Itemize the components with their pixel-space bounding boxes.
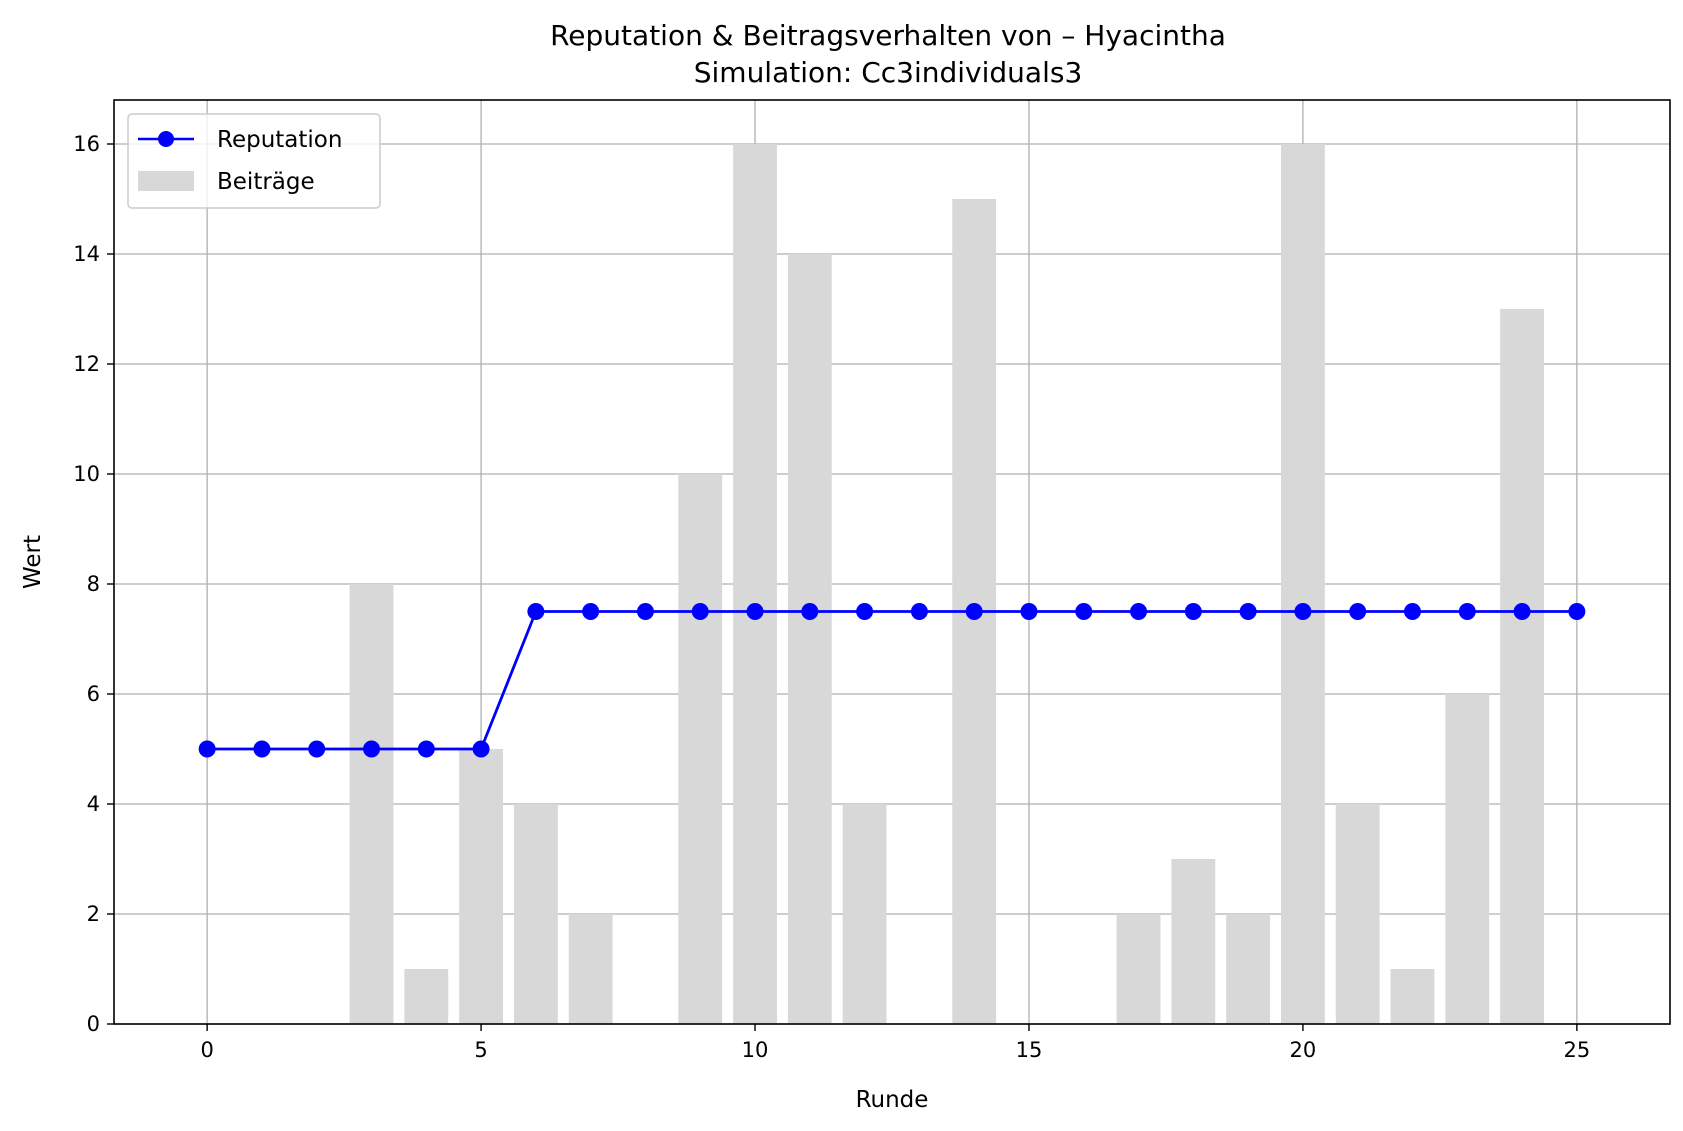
- bar-beitraege: [349, 584, 394, 1024]
- bar-beitraege: [404, 969, 449, 1024]
- bar-beitraege: [568, 914, 613, 1024]
- x-axis-ticks: 0 5 10 15 20 25: [200, 1024, 1590, 1062]
- plot-frame: [113, 99, 1671, 1025]
- chart-title-line: Reputation & Beitragsverhalten von – Hya…: [550, 19, 1226, 52]
- bar-beitraege: [842, 804, 887, 1024]
- reputation-point: [253, 740, 271, 758]
- bar-beitraege: [787, 254, 832, 1024]
- gridlines: [114, 100, 1670, 1025]
- x-tick-label: 5: [474, 1038, 487, 1062]
- x-tick-label: 25: [1563, 1038, 1590, 1062]
- reputation-point: [856, 603, 874, 620]
- reputation-point: [1568, 603, 1586, 620]
- bar-beitraege: [1335, 804, 1380, 1024]
- line-reputation: [198, 603, 1586, 758]
- reputation-line: [207, 610, 1577, 751]
- reputation-point: [1513, 603, 1531, 620]
- bar-beitraege: [459, 749, 503, 1024]
- reputation-point: [527, 603, 545, 620]
- y-tick-label: 6: [87, 682, 100, 706]
- chart-subtitle-line: Simulation: Cc3individuals3: [694, 56, 1083, 89]
- reputation-point: [1294, 603, 1312, 620]
- reputation-point: [746, 603, 764, 620]
- reputation-point: [472, 740, 490, 758]
- y-tick-label: 14: [73, 242, 100, 266]
- y-axis-ticks: 0 2 4 6 8 10 12 14 16: [73, 132, 114, 1036]
- reputation-point: [910, 603, 928, 620]
- y-tick-label: 16: [73, 132, 100, 156]
- y-tick-label: 10: [73, 462, 100, 486]
- bar-beitraege: [1500, 309, 1544, 1024]
- bars-beitraege: [349, 144, 1544, 1024]
- reputation-point: [636, 603, 654, 620]
- reputation-point: [1239, 603, 1257, 620]
- x-tick-label: 20: [1290, 1038, 1317, 1062]
- legend: Reputation Beiträge: [127, 113, 381, 209]
- bar-beitraege: [1171, 859, 1216, 1024]
- reputation-point: [1458, 603, 1476, 620]
- y-axis-label: Wert: [20, 535, 46, 589]
- reputation-point: [1020, 603, 1038, 620]
- reputation-point: [417, 740, 435, 758]
- x-axis-label: Runde: [856, 1087, 929, 1113]
- bar-beitraege: [678, 474, 723, 1024]
- chart-title: Reputation & Beitragsverhalten von – Hya…: [550, 19, 1226, 89]
- reputation-point: [582, 603, 600, 620]
- y-tick-label: 12: [73, 352, 100, 376]
- bar-beitraege: [1116, 914, 1161, 1024]
- y-tick-label: 0: [87, 1012, 100, 1036]
- legend-beitraege-swatch: [138, 171, 194, 191]
- reputation-point: [1184, 603, 1202, 620]
- reputation-point: [1075, 603, 1093, 620]
- reputation-point: [1349, 603, 1367, 620]
- reputation-point: [363, 740, 381, 758]
- reputation-point: [198, 740, 216, 758]
- legend-beitraege-label: Beiträge: [217, 169, 315, 195]
- reputation-point: [965, 603, 983, 620]
- bar-beitraege: [733, 144, 777, 1024]
- x-tick-label: 0: [200, 1038, 213, 1062]
- y-tick-label: 2: [87, 902, 100, 926]
- bar-beitraege: [1445, 694, 1490, 1024]
- x-tick-label: 15: [1016, 1038, 1043, 1062]
- reputation-point: [691, 603, 709, 620]
- reputation-point: [1403, 603, 1421, 620]
- y-tick-label: 8: [87, 572, 100, 596]
- bar-beitraege: [1226, 914, 1271, 1024]
- bar-beitraege: [1390, 969, 1435, 1024]
- reputation-point: [801, 603, 819, 620]
- legend-reputation-marker: [158, 131, 174, 147]
- x-tick-label: 10: [742, 1038, 769, 1062]
- bar-beitraege: [513, 804, 558, 1024]
- reputation-point: [308, 740, 326, 758]
- bar-beitraege: [1281, 144, 1325, 1024]
- reputation-point: [1130, 603, 1148, 620]
- y-tick-label: 4: [87, 792, 100, 816]
- legend-reputation-label: Reputation: [217, 127, 342, 153]
